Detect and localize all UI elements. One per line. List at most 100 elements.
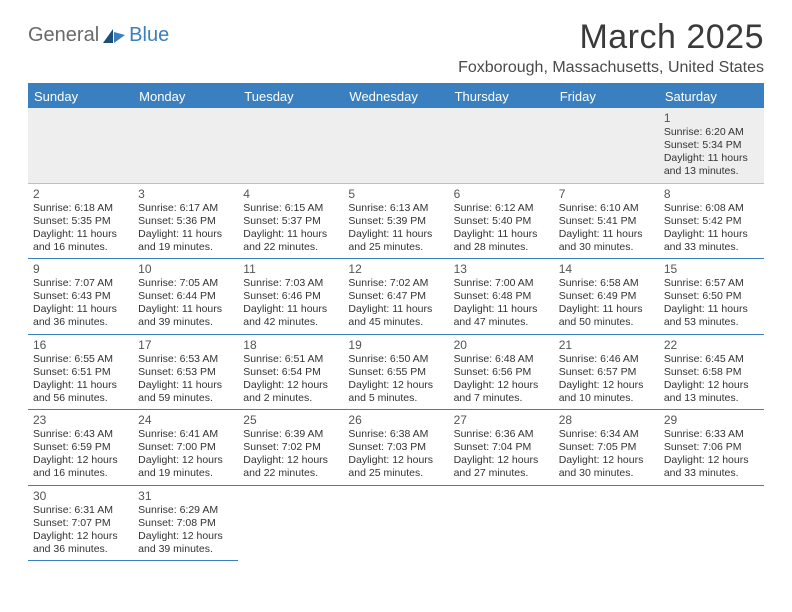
day-number: 20 [454,338,549,352]
location-text: Foxborough, Massachusetts, United States [458,59,764,77]
day-number: 21 [559,338,654,352]
title-block: March 2025 Foxborough, Massachusetts, Un… [458,18,764,77]
calendar-cell: 27Sunrise: 6:36 AMSunset: 7:04 PMDayligh… [449,410,554,486]
calendar-cell: 11Sunrise: 7:03 AMSunset: 6:46 PMDayligh… [238,259,343,335]
day-info: Sunrise: 7:07 AMSunset: 6:43 PMDaylight:… [33,277,128,330]
calendar-week-row: 2Sunrise: 6:18 AMSunset: 5:35 PMDaylight… [28,183,764,259]
day-number: 2 [33,187,128,201]
day-info: Sunrise: 7:05 AMSunset: 6:44 PMDaylight:… [138,277,233,330]
day-info: Sunrise: 6:29 AMSunset: 7:08 PMDaylight:… [138,504,233,557]
day-info: Sunrise: 6:53 AMSunset: 6:53 PMDaylight:… [138,353,233,406]
calendar-week-row: 30Sunrise: 6:31 AMSunset: 7:07 PMDayligh… [28,485,764,561]
day-info: Sunrise: 6:41 AMSunset: 7:00 PMDaylight:… [138,428,233,481]
day-info: Sunrise: 6:12 AMSunset: 5:40 PMDaylight:… [454,202,549,255]
day-number: 12 [348,262,443,276]
day-number: 4 [243,187,338,201]
day-info: Sunrise: 6:39 AMSunset: 7:02 PMDaylight:… [243,428,338,481]
day-number: 22 [664,338,759,352]
calendar-week-row: 9Sunrise: 7:07 AMSunset: 6:43 PMDaylight… [28,259,764,335]
calendar-cell: 20Sunrise: 6:48 AMSunset: 6:56 PMDayligh… [449,334,554,410]
calendar-cell: 1Sunrise: 6:20 AMSunset: 5:34 PMDaylight… [659,108,764,183]
calendar-cell: 5Sunrise: 6:13 AMSunset: 5:39 PMDaylight… [343,183,448,259]
weekday-header-row: SundayMondayTuesdayWednesdayThursdayFrid… [28,85,764,108]
day-number: 7 [559,187,654,201]
day-info: Sunrise: 6:50 AMSunset: 6:55 PMDaylight:… [348,353,443,406]
calendar-cell: 25Sunrise: 6:39 AMSunset: 7:02 PMDayligh… [238,410,343,486]
calendar-cell [554,485,659,561]
calendar-cell [28,108,133,183]
calendar-cell [238,108,343,183]
day-info: Sunrise: 7:03 AMSunset: 6:46 PMDaylight:… [243,277,338,330]
sail-icon [101,27,127,45]
day-number: 5 [348,187,443,201]
day-number: 15 [664,262,759,276]
day-number: 27 [454,413,549,427]
day-number: 24 [138,413,233,427]
day-info: Sunrise: 6:08 AMSunset: 5:42 PMDaylight:… [664,202,759,255]
calendar-cell: 2Sunrise: 6:18 AMSunset: 5:35 PMDaylight… [28,183,133,259]
day-info: Sunrise: 6:20 AMSunset: 5:34 PMDaylight:… [664,126,759,179]
calendar-cell [659,485,764,561]
day-info: Sunrise: 6:10 AMSunset: 5:41 PMDaylight:… [559,202,654,255]
day-number: 14 [559,262,654,276]
calendar-cell: 23Sunrise: 6:43 AMSunset: 6:59 PMDayligh… [28,410,133,486]
calendar-cell [133,108,238,183]
day-number: 13 [454,262,549,276]
calendar-cell: 14Sunrise: 6:58 AMSunset: 6:49 PMDayligh… [554,259,659,335]
calendar-cell: 15Sunrise: 6:57 AMSunset: 6:50 PMDayligh… [659,259,764,335]
calendar-week-row: 16Sunrise: 6:55 AMSunset: 6:51 PMDayligh… [28,334,764,410]
day-info: Sunrise: 6:36 AMSunset: 7:04 PMDaylight:… [454,428,549,481]
calendar-cell: 30Sunrise: 6:31 AMSunset: 7:07 PMDayligh… [28,485,133,561]
calendar-cell: 12Sunrise: 7:02 AMSunset: 6:47 PMDayligh… [343,259,448,335]
day-number: 19 [348,338,443,352]
header: General Blue March 2025 Foxborough, Mass… [28,18,764,77]
calendar-body: 1Sunrise: 6:20 AMSunset: 5:34 PMDaylight… [28,108,764,561]
day-info: Sunrise: 6:48 AMSunset: 6:56 PMDaylight:… [454,353,549,406]
calendar-week-row: 23Sunrise: 6:43 AMSunset: 6:59 PMDayligh… [28,410,764,486]
page-title: March 2025 [458,18,764,57]
calendar-cell: 26Sunrise: 6:38 AMSunset: 7:03 PMDayligh… [343,410,448,486]
day-number: 31 [138,489,233,503]
calendar-cell: 16Sunrise: 6:55 AMSunset: 6:51 PMDayligh… [28,334,133,410]
calendar-cell [554,108,659,183]
day-info: Sunrise: 7:00 AMSunset: 6:48 PMDaylight:… [454,277,549,330]
weekday-header: Saturday [659,85,764,108]
day-info: Sunrise: 6:13 AMSunset: 5:39 PMDaylight:… [348,202,443,255]
day-info: Sunrise: 6:45 AMSunset: 6:58 PMDaylight:… [664,353,759,406]
weekday-header: Friday [554,85,659,108]
day-info: Sunrise: 6:17 AMSunset: 5:36 PMDaylight:… [138,202,233,255]
day-info: Sunrise: 6:34 AMSunset: 7:05 PMDaylight:… [559,428,654,481]
calendar-table: SundayMondayTuesdayWednesdayThursdayFrid… [28,85,764,561]
day-info: Sunrise: 6:38 AMSunset: 7:03 PMDaylight:… [348,428,443,481]
day-number: 10 [138,262,233,276]
weekday-header: Tuesday [238,85,343,108]
calendar-cell: 7Sunrise: 6:10 AMSunset: 5:41 PMDaylight… [554,183,659,259]
weekday-header: Wednesday [343,85,448,108]
calendar-cell: 8Sunrise: 6:08 AMSunset: 5:42 PMDaylight… [659,183,764,259]
day-info: Sunrise: 6:51 AMSunset: 6:54 PMDaylight:… [243,353,338,406]
calendar-cell [449,108,554,183]
calendar-cell [238,485,343,561]
calendar-cell: 17Sunrise: 6:53 AMSunset: 6:53 PMDayligh… [133,334,238,410]
day-number: 17 [138,338,233,352]
calendar-cell: 6Sunrise: 6:12 AMSunset: 5:40 PMDaylight… [449,183,554,259]
day-info: Sunrise: 6:18 AMSunset: 5:35 PMDaylight:… [33,202,128,255]
day-info: Sunrise: 6:46 AMSunset: 6:57 PMDaylight:… [559,353,654,406]
calendar-cell: 28Sunrise: 6:34 AMSunset: 7:05 PMDayligh… [554,410,659,486]
calendar-cell: 13Sunrise: 7:00 AMSunset: 6:48 PMDayligh… [449,259,554,335]
day-number: 3 [138,187,233,201]
calendar-cell: 9Sunrise: 7:07 AMSunset: 6:43 PMDaylight… [28,259,133,335]
day-number: 6 [454,187,549,201]
weekday-header: Thursday [449,85,554,108]
day-number: 1 [664,111,759,125]
calendar-cell: 3Sunrise: 6:17 AMSunset: 5:36 PMDaylight… [133,183,238,259]
day-number: 25 [243,413,338,427]
day-number: 16 [33,338,128,352]
day-info: Sunrise: 6:15 AMSunset: 5:37 PMDaylight:… [243,202,338,255]
day-info: Sunrise: 6:55 AMSunset: 6:51 PMDaylight:… [33,353,128,406]
day-info: Sunrise: 7:02 AMSunset: 6:47 PMDaylight:… [348,277,443,330]
day-number: 23 [33,413,128,427]
calendar-cell: 19Sunrise: 6:50 AMSunset: 6:55 PMDayligh… [343,334,448,410]
day-info: Sunrise: 6:31 AMSunset: 7:07 PMDaylight:… [33,504,128,557]
calendar-cell: 22Sunrise: 6:45 AMSunset: 6:58 PMDayligh… [659,334,764,410]
